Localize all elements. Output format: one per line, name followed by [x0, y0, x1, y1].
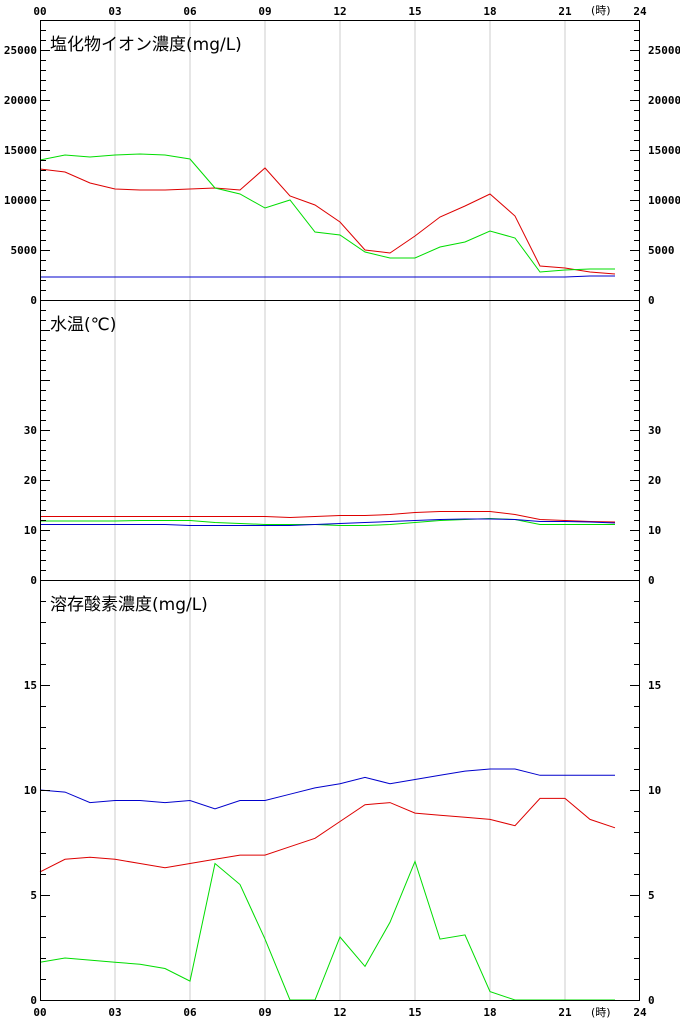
- chloride-series-green-line: [39, 153, 615, 273]
- xtick-label-top: 21: [558, 5, 572, 18]
- dissolved-oxygen-series-green-line: [39, 859, 615, 1001]
- water-temp-ytick-label-left: 30: [24, 424, 37, 437]
- dissolved-oxygen-ytick-label-right: 15: [648, 679, 661, 692]
- xtick-label-bottom: 15: [408, 1006, 421, 1019]
- xtick-label-bottom: 21: [558, 1006, 572, 1019]
- xtick-label-top: 00: [33, 5, 46, 18]
- chloride-ytick-label-left: 5000: [11, 244, 38, 257]
- xtick-label-bottom: 18: [483, 1006, 496, 1019]
- series-layer: [39, 153, 616, 1001]
- dissolved-oxygen-ytick-label-right: 5: [648, 889, 655, 902]
- water-temp-ytick-label-left: 0: [30, 574, 37, 587]
- water-temp-ytick-label-right: 20: [648, 474, 661, 487]
- chloride-ytick-label-left: 20000: [4, 94, 37, 107]
- xtick-label-top: 09: [258, 5, 271, 18]
- chloride-panel-title: 塩化物イオン濃度(mg/L): [50, 35, 242, 55]
- chloride-ytick-label-left: 15000: [4, 144, 37, 157]
- xtick-label-bottom: 24: [633, 1006, 647, 1019]
- xtick-label-top: 15: [408, 5, 421, 18]
- chloride-ytick-label-left: 10000: [4, 194, 37, 207]
- xtick-label-top: 06: [183, 5, 197, 18]
- dissolved-oxygen-series-blue-line: [39, 768, 615, 810]
- water-temp-ytick-label-right: 10: [648, 524, 661, 537]
- water-temp-ytick-label-right: 30: [648, 424, 661, 437]
- dissolved-oxygen-ytick-label-left: 15: [24, 679, 37, 692]
- water-temp-ytick-label-left: 20: [24, 474, 37, 487]
- dissolved-oxygen-series-red-line: [39, 797, 616, 873]
- chloride-ytick-label-right: 25000: [648, 44, 680, 57]
- dissolved-oxygen-ytick-label-left: 0: [30, 994, 37, 1007]
- xtick-label-top: 03: [108, 5, 121, 18]
- xtick-label-top: 18: [483, 5, 496, 18]
- water-temp-series-red-line: [40, 511, 616, 523]
- chloride-ytick-label-right: 20000: [648, 94, 680, 107]
- chloride-ytick-label-left: 0: [30, 294, 37, 307]
- dissolved-oxygen-ytick-label-right: 10: [648, 784, 661, 797]
- chloride-ytick-label-left: 25000: [4, 44, 37, 57]
- dissolved-oxygen-ytick-label-left: 10: [24, 784, 37, 797]
- hour-unit-label-top: (時): [591, 4, 611, 17]
- xtick-label-bottom: 03: [108, 1006, 121, 1019]
- xtick-label-bottom: 00: [33, 1006, 46, 1019]
- xtick-label-bottom: 09: [258, 1006, 271, 1019]
- chloride-ytick-label-right: 5000: [648, 244, 675, 257]
- chloride-series-red-line: [39, 167, 616, 275]
- xtick-label-bottom: 06: [183, 1006, 197, 1019]
- xtick-label-top: 12: [333, 5, 346, 18]
- chloride-ytick-label-right: 0: [648, 294, 655, 307]
- water-temp-series-blue-line: [40, 518, 616, 526]
- dissolved-oxygen-panel-title: 溶存酸素濃度(mg/L): [50, 595, 208, 615]
- grid-layer: [114, 20, 566, 1000]
- dissolved-oxygen-ytick-label-left: 5: [30, 889, 37, 902]
- xtick-label-bottom: 12: [333, 1006, 346, 1019]
- frame-layer: [40, 20, 640, 1001]
- dissolved-oxygen-panel-frame: [40, 580, 640, 1001]
- water-temp-ytick-label-right: 0: [648, 574, 655, 587]
- chloride-series-blue-line: [40, 275, 615, 278]
- chloride-ytick-label-right: 10000: [648, 194, 680, 207]
- dissolved-oxygen-ytick-label-right: 0: [648, 994, 655, 1007]
- water-temp-panel-title: 水温(℃): [50, 315, 116, 335]
- hour-unit-label-bottom: (時): [591, 1006, 611, 1019]
- xtick-label-top: 24: [633, 5, 647, 18]
- chloride-ytick-label-right: 15000: [648, 144, 680, 157]
- water-temp-ytick-label-left: 10: [24, 524, 37, 537]
